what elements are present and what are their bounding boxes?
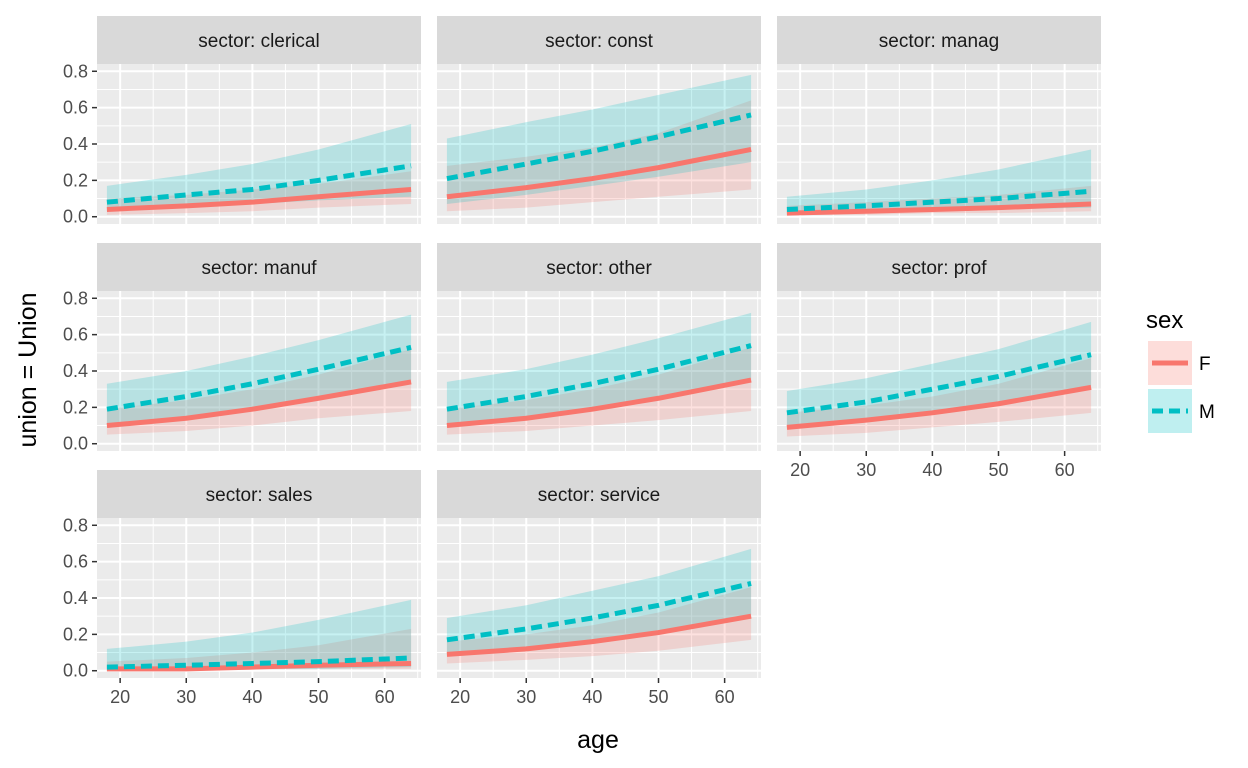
x-tick-label: 60 (1055, 460, 1075, 480)
y-tick-label: 0.6 (63, 325, 88, 345)
y-tick-label: 0.4 (63, 588, 88, 608)
panel-manuf: sector: manuf 0.0 0.2 0.4 0.6 0.8 (63, 243, 421, 454)
strip-label-manag: sector: manag (879, 31, 999, 52)
strip-label-other: sector: other (546, 258, 652, 279)
y-tick-label: 0.6 (63, 98, 88, 118)
ci-ribbon-F (446, 587, 752, 664)
strip-label-service: sector: service (538, 485, 660, 506)
legend-key-F: F (1148, 341, 1211, 385)
panel-prof: sector: prof 20 30 40 50 60 (777, 243, 1101, 480)
strip-label-sales: sector: sales (206, 485, 313, 506)
x-tick-label: 60 (375, 687, 395, 707)
fit-line-M (106, 163, 412, 205)
fit-line-M (786, 352, 1092, 416)
fit-line-M (446, 112, 752, 182)
ci-ribbon-F (446, 100, 752, 212)
fit-line-F (106, 379, 412, 429)
fit-line-M (446, 581, 752, 643)
x-tick-label: 30 (176, 687, 196, 707)
x-tick-label: 40 (582, 687, 602, 707)
fit-line-M (106, 655, 412, 670)
x-tick-label: 40 (242, 687, 262, 707)
panel-const: sector: const (437, 16, 761, 224)
legend-label-M: M (1199, 402, 1215, 423)
x-tick-label: 30 (856, 460, 876, 480)
strip-label-manuf: sector: manuf (201, 258, 317, 279)
x-tick-label: 20 (450, 687, 470, 707)
fit-line-F (106, 660, 412, 672)
fit-line-M (446, 343, 752, 412)
panel-service: sector: service 20 30 40 50 60 (437, 470, 761, 707)
panel-clerical: sector: clerical 0.0 0.2 0.4 0.6 0.8 (63, 16, 421, 227)
strip-label-prof: sector: prof (891, 258, 987, 279)
ci-ribbon-M (446, 74, 752, 204)
y-axis-title: union = Union (14, 293, 42, 448)
panel-sales: sector: sales 0.0 0.2 0.4 0.6 0.8 20 30 40 50 60 (63, 470, 421, 707)
x-tick-label: 50 (308, 687, 328, 707)
y-tick-label: 0.6 (63, 552, 88, 572)
strip-other (437, 243, 761, 291)
x-tick-label: 20 (110, 687, 130, 707)
ci-ribbon-M (106, 599, 412, 671)
legend-label-F: F (1199, 354, 1211, 375)
panel-other: sector: other (437, 243, 761, 451)
y-tick-label: 0.8 (63, 288, 88, 308)
y-tick-label: 0.8 (63, 61, 88, 81)
y-tick-label: 0.0 (63, 434, 88, 454)
strip-prof (777, 243, 1101, 291)
y-tick-label: 0.0 (63, 661, 88, 681)
fit-line-F (106, 186, 412, 212)
y-tick-label: 0.4 (63, 134, 88, 154)
legend-key-M: M (1148, 389, 1215, 433)
ci-ribbon-F (786, 358, 1092, 437)
y-tick-label: 0.2 (63, 624, 88, 644)
strip-manuf (97, 243, 421, 291)
y-tick-label: 0.2 (63, 170, 88, 190)
fit-line-M (786, 188, 1092, 212)
legend-title: sex (1146, 307, 1183, 334)
fit-line-F (786, 201, 1092, 216)
fit-line-F (446, 147, 752, 200)
fit-line-F (786, 384, 1092, 430)
ci-ribbon-F (446, 347, 752, 435)
strip-sales (97, 470, 421, 518)
fit-line-F (446, 377, 752, 429)
fit-line-M (106, 344, 412, 412)
axis-text-layer: age union = Union (14, 293, 619, 754)
fit-line-F (446, 613, 752, 657)
x-tick-label: 30 (516, 687, 536, 707)
x-tick-label: 50 (648, 687, 668, 707)
ci-ribbon-M (106, 124, 412, 212)
strip-const (437, 16, 761, 64)
y-tick-label: 0.0 (63, 207, 88, 227)
strip-service (437, 470, 761, 518)
x-tick-label: 20 (790, 460, 810, 480)
y-tick-label: 0.4 (63, 361, 88, 381)
x-tick-label: 60 (715, 687, 735, 707)
x-tick-label: 50 (988, 460, 1008, 480)
ci-ribbon-F (106, 349, 412, 435)
panel-manag: sector: manag (777, 16, 1101, 224)
x-tick-label: 40 (922, 460, 942, 480)
x-axis-title: age (577, 726, 619, 754)
legend: sex F M (1146, 307, 1215, 433)
strip-label-clerical: sector: clerical (198, 31, 319, 52)
y-tick-label: 0.2 (63, 397, 88, 417)
y-tick-label: 0.8 (63, 515, 88, 535)
strip-clerical (97, 16, 421, 64)
strip-label-const: sector: const (545, 31, 653, 52)
strip-manag (777, 16, 1101, 64)
